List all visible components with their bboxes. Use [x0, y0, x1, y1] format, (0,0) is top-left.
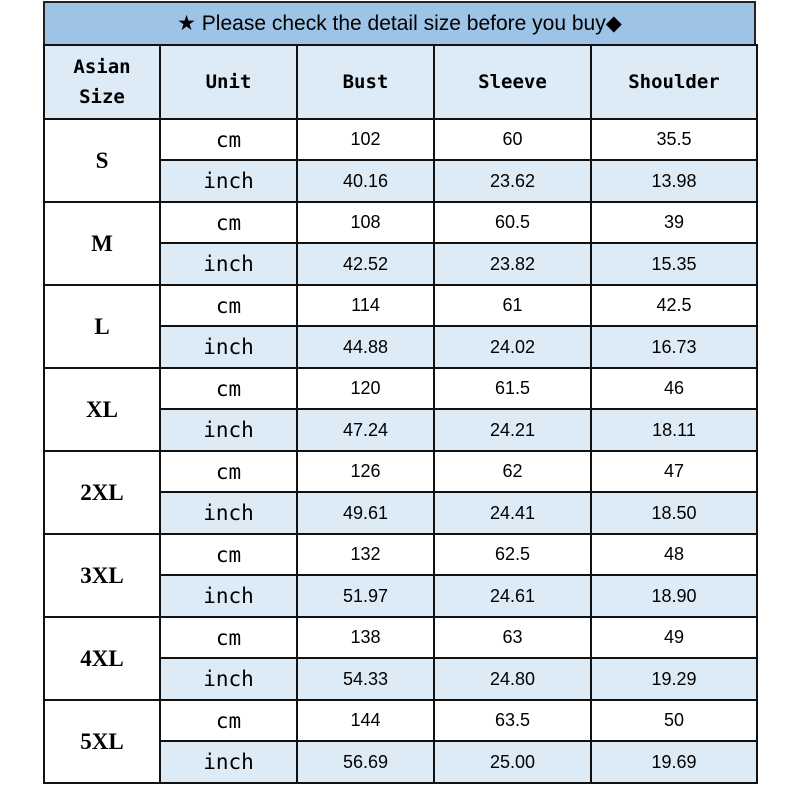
table-row-xl-cm: XL cm 120 61.5 46 [43, 367, 758, 452]
unit-label: inch [159, 242, 298, 286]
shoulder-value: 19.29 [590, 657, 758, 701]
size-label: 5XL [43, 699, 161, 784]
shoulder-value: 35.5 [590, 118, 758, 161]
sleeve-value: 25.00 [433, 740, 592, 784]
bust-value: 102 [296, 118, 435, 161]
table-row-xl-inch: inch 47.24 24.21 18.11 [44, 408, 758, 452]
table-row-2xl-inch: inch 49.61 24.41 18.50 [44, 491, 758, 535]
sleeve-value: 61.5 [433, 367, 592, 410]
table-row-5xl-inch: inch 56.69 25.00 19.69 [44, 740, 758, 784]
bust-value: 40.16 [296, 159, 435, 203]
shoulder-value: 19.69 [590, 740, 758, 784]
size-label: 4XL [43, 616, 161, 701]
sleeve-value: 63 [433, 616, 592, 659]
table-row-m-inch: inch 42.52 23.82 15.35 [44, 242, 758, 286]
header-asian-size: Asian Size [43, 44, 161, 120]
sleeve-value: 62 [433, 450, 592, 493]
sleeve-value: 24.41 [433, 491, 592, 535]
shoulder-value: 16.73 [590, 325, 758, 369]
table-row-3xl-cm: 3XL cm 132 62.5 48 [43, 533, 758, 618]
sleeve-value: 24.02 [433, 325, 592, 369]
header-sleeve: Sleeve [433, 44, 592, 120]
bust-value: 108 [296, 201, 435, 244]
unit-label: cm [159, 533, 298, 576]
header-row: Asian Size Unit Bust Sleeve Shoulder [43, 44, 758, 120]
sleeve-value: 63.5 [433, 699, 592, 742]
unit-label: cm [159, 699, 298, 742]
bust-value: 47.24 [296, 408, 435, 452]
bust-value: 126 [296, 450, 435, 493]
shoulder-value: 18.50 [590, 491, 758, 535]
unit-label: cm [159, 450, 298, 493]
sleeve-value: 61 [433, 284, 592, 327]
bust-value: 132 [296, 533, 435, 576]
shoulder-value: 48 [590, 533, 758, 576]
unit-label: inch [159, 740, 298, 784]
unit-label: cm [159, 284, 298, 327]
shoulder-value: 46 [590, 367, 758, 410]
shoulder-value: 15.35 [590, 242, 758, 286]
header-shoulder: Shoulder [590, 44, 758, 120]
unit-label: inch [159, 574, 298, 618]
shoulder-value: 18.90 [590, 574, 758, 618]
shoulder-value: 13.98 [590, 159, 758, 203]
sleeve-value: 23.62 [433, 159, 592, 203]
bust-value: 114 [296, 284, 435, 327]
unit-label: cm [159, 118, 298, 161]
shoulder-value: 47 [590, 450, 758, 493]
unit-label: cm [159, 201, 298, 244]
bust-value: 120 [296, 367, 435, 410]
bust-value: 44.88 [296, 325, 435, 369]
unit-label: inch [159, 657, 298, 701]
shoulder-value: 50 [590, 699, 758, 742]
unit-label: inch [159, 408, 298, 452]
size-chart: ★ Please check the detail size before yo… [43, 1, 758, 784]
shoulder-value: 42.5 [590, 284, 758, 327]
table-row-l-inch: inch 44.88 24.02 16.73 [44, 325, 758, 369]
size-label: XL [43, 367, 161, 452]
sleeve-value: 23.82 [433, 242, 592, 286]
shoulder-value: 39 [590, 201, 758, 244]
table-row-s-inch: inch 40.16 23.62 13.98 [44, 159, 758, 203]
size-label: 3XL [43, 533, 161, 618]
table-row-2xl-cm: 2XL cm 126 62 47 [43, 450, 758, 535]
bust-value: 51.97 [296, 574, 435, 618]
bust-value: 54.33 [296, 657, 435, 701]
size-label: M [43, 201, 161, 286]
table-row-3xl-inch: inch 51.97 24.61 18.90 [44, 574, 758, 618]
sleeve-value: 62.5 [433, 533, 592, 576]
size-label: L [43, 284, 161, 369]
sleeve-value: 60.5 [433, 201, 592, 244]
header-bust: Bust [296, 44, 435, 120]
chart-title: ★ Please check the detail size before yo… [43, 1, 756, 44]
bust-value: 49.61 [296, 491, 435, 535]
sleeve-value: 24.80 [433, 657, 592, 701]
bust-value: 42.52 [296, 242, 435, 286]
unit-label: inch [159, 325, 298, 369]
bust-value: 138 [296, 616, 435, 659]
shoulder-value: 18.11 [590, 408, 758, 452]
sleeve-value: 24.61 [433, 574, 592, 618]
header-unit: Unit [159, 44, 298, 120]
bust-value: 56.69 [296, 740, 435, 784]
unit-label: inch [159, 491, 298, 535]
sleeve-value: 60 [433, 118, 592, 161]
table-row-4xl-cm: 4XL cm 138 63 49 [43, 616, 758, 701]
unit-label: cm [159, 367, 298, 410]
unit-label: inch [159, 159, 298, 203]
size-label: S [43, 118, 161, 203]
bust-value: 144 [296, 699, 435, 742]
size-label: 2XL [43, 450, 161, 535]
shoulder-value: 49 [590, 616, 758, 659]
unit-label: cm [159, 616, 298, 659]
sleeve-value: 24.21 [433, 408, 592, 452]
table-row-4xl-inch: inch 54.33 24.80 19.29 [44, 657, 758, 701]
table-row-5xl-cm: 5XL cm 144 63.5 50 [43, 699, 758, 784]
